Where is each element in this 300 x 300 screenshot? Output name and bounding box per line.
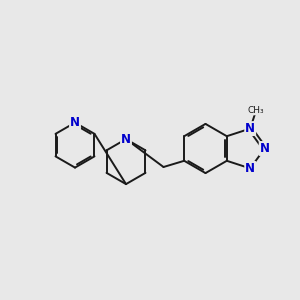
- Text: CH₃: CH₃: [248, 106, 265, 115]
- Text: N: N: [260, 142, 270, 155]
- Text: N: N: [70, 116, 80, 129]
- Text: N: N: [245, 122, 255, 135]
- Text: N: N: [245, 162, 255, 175]
- Text: N: N: [121, 133, 131, 146]
